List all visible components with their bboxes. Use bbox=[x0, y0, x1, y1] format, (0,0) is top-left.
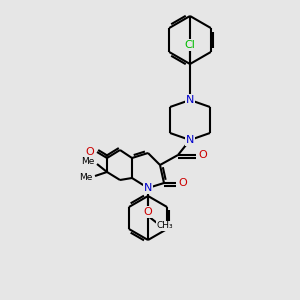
Text: Me: Me bbox=[81, 157, 95, 166]
Text: N: N bbox=[186, 95, 194, 105]
Text: CH₃: CH₃ bbox=[157, 221, 173, 230]
Text: O: O bbox=[178, 178, 188, 188]
Text: Me: Me bbox=[79, 172, 93, 182]
Text: O: O bbox=[85, 147, 94, 157]
Text: N: N bbox=[144, 183, 152, 193]
Text: O: O bbox=[144, 207, 152, 217]
Text: O: O bbox=[199, 150, 207, 160]
Text: N: N bbox=[186, 135, 194, 145]
Text: Cl: Cl bbox=[184, 40, 195, 50]
